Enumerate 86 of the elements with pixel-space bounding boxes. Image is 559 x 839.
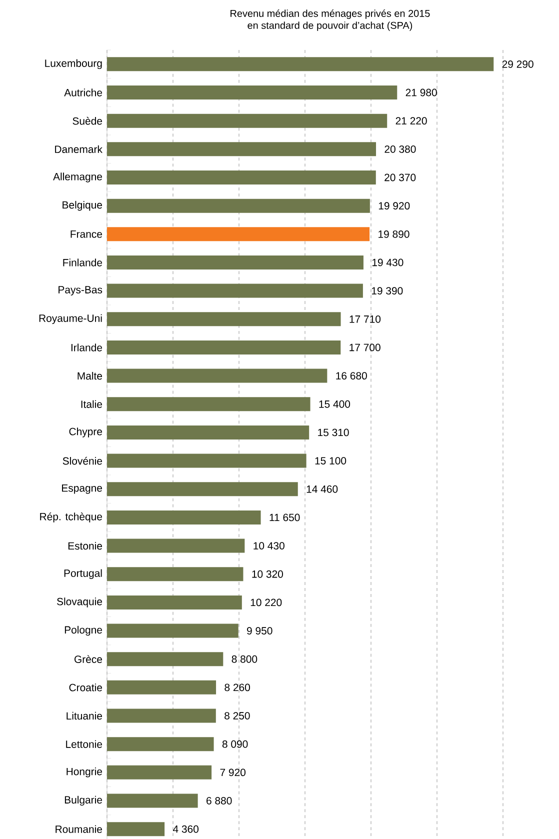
bar <box>107 425 310 440</box>
data-label: 17 700 <box>350 344 380 352</box>
y-tick-label: Bulgarie <box>64 796 102 806</box>
y-tick-label: France <box>70 230 102 238</box>
y-tick-label: Lituanie <box>66 712 102 720</box>
data-label: 9 950 <box>247 627 272 634</box>
data-label: 19 920 <box>378 202 410 210</box>
bar <box>107 85 398 100</box>
y-tick-label: Espagne <box>62 484 102 494</box>
chart-subtitle: en standard de pouvoir d’achat (SPA) <box>248 22 412 31</box>
data-label: 20 370 <box>384 174 416 182</box>
data-label: 15 100 <box>315 457 346 464</box>
bar <box>107 737 214 752</box>
y-tick-label: Chypre <box>69 428 102 438</box>
y-tick-label: Luxembourg <box>45 59 102 70</box>
bar <box>107 538 245 553</box>
y-tick-label: Belgique <box>62 200 102 211</box>
y-tick-label: Slovénie <box>62 456 102 465</box>
data-label: 15 400 <box>319 400 350 408</box>
y-tick-label: Roumanie <box>56 825 102 833</box>
y-tick-label: Danemark <box>55 145 102 154</box>
y-tick-label: Suède <box>72 116 102 125</box>
y-tick-label: Slovaquie <box>57 598 102 608</box>
y-tick-label: Royaume-Uni <box>39 314 102 324</box>
data-label: 20 380 <box>384 145 416 153</box>
bar <box>107 624 238 638</box>
y-tick-label: Grèce <box>74 655 102 664</box>
y-tick-label: Malte <box>78 372 102 380</box>
bar <box>107 57 494 72</box>
data-label: 8 090 <box>222 740 248 748</box>
data-label: 21 980 <box>406 88 437 96</box>
bar <box>107 454 306 468</box>
y-tick-label: Finlande <box>63 258 102 266</box>
data-label: 16 680 <box>336 372 367 380</box>
data-label: 17 710 <box>350 315 381 323</box>
bar <box>107 652 224 666</box>
y-tick-label: Hongrie <box>66 768 102 778</box>
bar <box>107 794 198 808</box>
y-tick-label: Pologne <box>64 626 102 636</box>
bar <box>107 227 370 242</box>
y-tick-label: Portugal <box>64 569 102 579</box>
data-label: 6 880 <box>206 797 232 804</box>
bar <box>107 142 376 156</box>
bar <box>107 822 165 836</box>
y-tick-label: Croatie <box>69 684 102 692</box>
y-tick-label: Autriche <box>64 88 102 96</box>
y-tick-label: Rép. tchèque <box>40 512 102 522</box>
data-label: 14 460 <box>306 485 338 493</box>
chart-title: Revenu médian des ménages privés en 2015 <box>230 10 430 19</box>
data-label: 19 890 <box>378 230 410 238</box>
bar <box>107 765 212 780</box>
bar <box>107 397 310 412</box>
bar <box>107 680 216 694</box>
bar <box>107 284 363 298</box>
bar <box>107 170 376 184</box>
bar <box>107 368 328 383</box>
y-tick-label: Estonie <box>68 542 102 550</box>
data-label: 7 920 <box>220 768 246 776</box>
data-label: 10 320 <box>252 570 283 578</box>
bar <box>107 595 242 610</box>
data-label: 10 430 <box>254 542 284 550</box>
y-tick-label: Irlande <box>71 344 102 352</box>
data-label: 21 220 <box>396 117 427 125</box>
y-tick-label: Lettonie <box>66 740 102 748</box>
y-tick-label: Italie <box>81 400 102 408</box>
y-tick-label: Allemagne <box>53 172 102 182</box>
bar <box>107 255 364 270</box>
data-label: 15 310 <box>318 428 349 436</box>
bar <box>107 198 370 213</box>
bar <box>107 567 244 582</box>
data-label: 4 360 <box>172 825 199 833</box>
y-tick-label: Pays-Bas <box>58 286 102 296</box>
data-label: 8 260 <box>224 684 250 692</box>
bar <box>107 312 341 326</box>
data-label: 8 800 <box>232 655 258 663</box>
bar <box>107 114 388 128</box>
data-label: 8 250 <box>224 712 250 720</box>
data-label: 10 220 <box>250 598 282 606</box>
bar <box>107 510 261 524</box>
bar <box>107 482 298 496</box>
data-label: 11 650 <box>270 514 300 522</box>
data-label: 29 290 <box>502 60 534 68</box>
bar <box>107 340 341 354</box>
data-label: 19 390 <box>372 287 403 295</box>
data-label: 19 430 <box>372 258 404 266</box>
bar <box>107 708 216 723</box>
